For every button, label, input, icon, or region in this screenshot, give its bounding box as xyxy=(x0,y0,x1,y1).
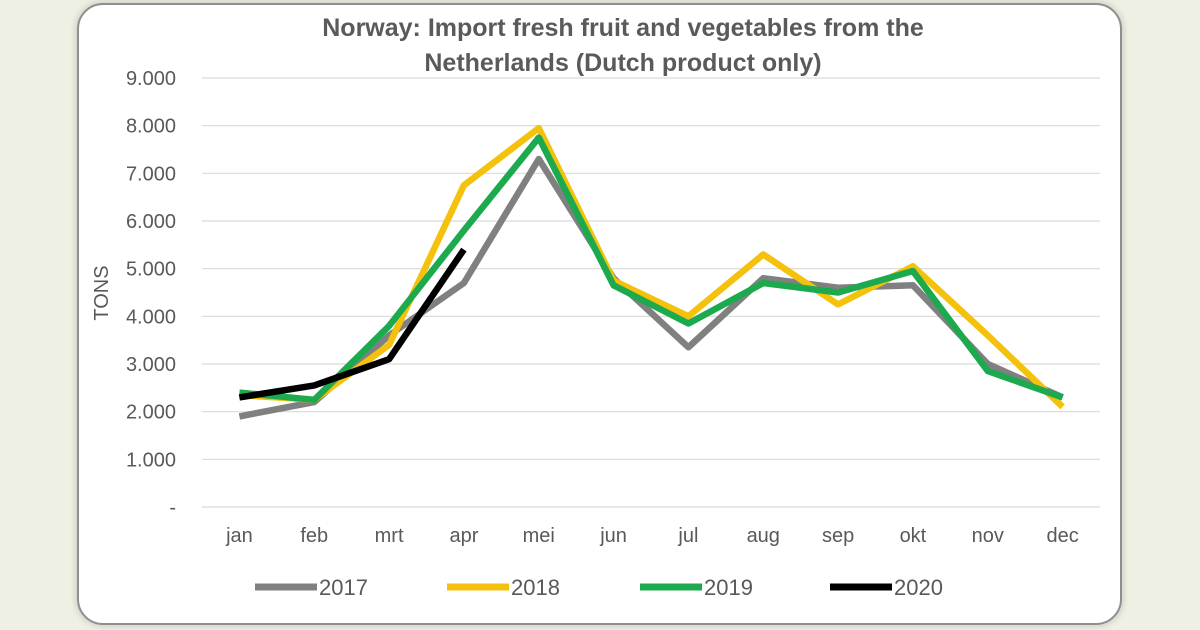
legend-label-2018: 2018 xyxy=(511,575,560,600)
chart-title-line-1: Norway: Import fresh fruit and vegetable… xyxy=(322,14,924,42)
y-axis-label: TONS xyxy=(91,265,113,320)
x-tick-label: sep xyxy=(822,525,854,547)
x-tick-label: jul xyxy=(677,525,698,547)
series-line-2019 xyxy=(239,134,1064,404)
x-tick-label: aug xyxy=(747,525,780,547)
y-tick-label: 9.000 xyxy=(126,68,176,90)
y-tick-label: 7.000 xyxy=(126,163,176,185)
series-lines xyxy=(238,124,1065,420)
series-line-2017 xyxy=(238,155,1064,420)
y-tick-label: 5.000 xyxy=(126,259,176,281)
legend: 2017 2018 2019 2020 xyxy=(255,575,943,600)
y-tick-label: 8.000 xyxy=(126,116,176,138)
legend-label-2019: 2019 xyxy=(704,575,753,600)
legend-label-2020: 2020 xyxy=(894,575,943,600)
x-tick-label: feb xyxy=(300,525,328,547)
series-line-2020 xyxy=(238,247,467,401)
x-tick-label: jan xyxy=(225,525,253,547)
y-tick-label: 2.000 xyxy=(126,402,176,424)
x-tick-labels: jan feb mrt apr mei jun jul aug sep okt nov dec xyxy=(225,525,1079,547)
chart-title-line-2: Netherlands (Dutch product only) xyxy=(424,49,821,77)
y-tick-label: 3.000 xyxy=(126,354,176,376)
x-tick-label: mrt xyxy=(375,525,404,547)
series-line-2018 xyxy=(239,124,1065,410)
legend-label-2017: 2017 xyxy=(319,575,368,600)
y-tick-labels: - 1.000 2.000 3.000 4.000 5.000 6.000 7.000 8.00… xyxy=(126,68,176,519)
y-tick-label: - xyxy=(169,497,176,519)
x-tick-label: mei xyxy=(523,525,555,547)
y-tick-label: 1.000 xyxy=(126,449,176,471)
x-tick-label: jun xyxy=(599,525,627,547)
gridlines xyxy=(202,77,1100,508)
x-tick-label: apr xyxy=(449,525,478,547)
y-tick-label: 4.000 xyxy=(126,306,176,328)
x-tick-label: nov xyxy=(972,525,1004,547)
x-tick-label: okt xyxy=(900,525,927,547)
x-tick-label: dec xyxy=(1046,525,1078,547)
y-tick-label: 6.000 xyxy=(126,211,176,233)
